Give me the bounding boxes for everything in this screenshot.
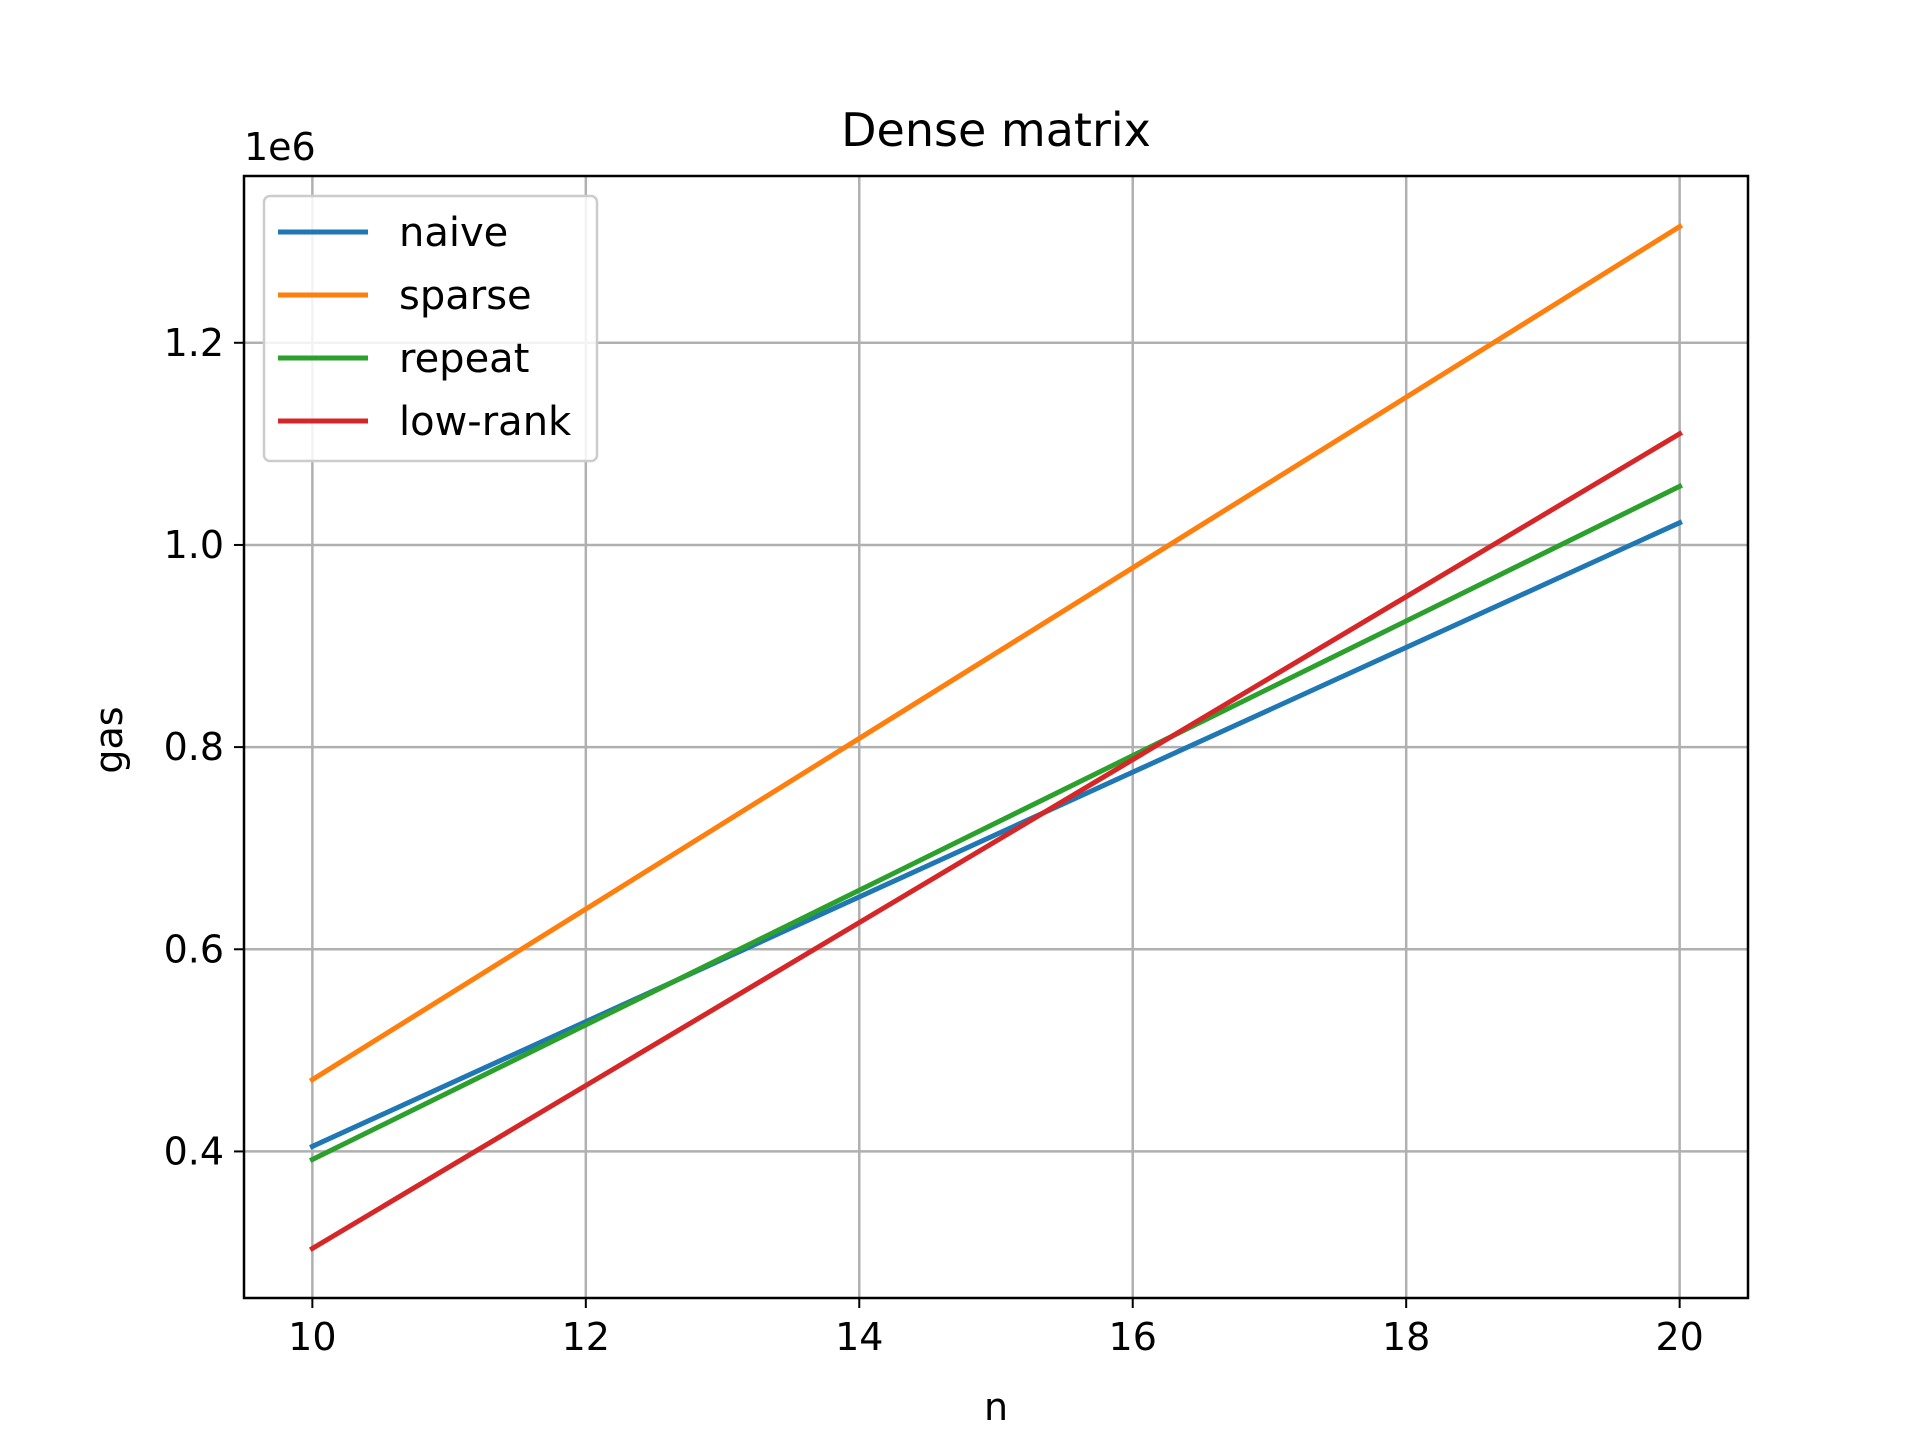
x-axis-label: n	[984, 1385, 1008, 1429]
legend-label-low-rank: low-rank	[399, 399, 572, 445]
x-tick-label: 10	[288, 1315, 336, 1359]
y-tick-label: 0.8	[164, 725, 224, 769]
x-tick-label: 18	[1382, 1315, 1430, 1359]
y-tick-label: 0.4	[164, 1129, 224, 1173]
y-axis-label: gas	[87, 706, 131, 773]
legend-box	[262, 194, 599, 463]
legend-label-naive: naive	[399, 210, 508, 256]
y-tick-label: 0.6	[164, 927, 224, 971]
series-line-low-rank	[308, 430, 1684, 1252]
x-tick-label: 14	[835, 1315, 883, 1359]
plot-area	[308, 223, 1684, 1252]
x-tick-label: 16	[1109, 1315, 1157, 1359]
legend-label-repeat: repeat	[399, 336, 529, 382]
legend: naive sparse repeat low-rank	[262, 194, 599, 463]
legend-label-sparse: sparse	[399, 273, 532, 319]
series-line-repeat	[309, 482, 1683, 1163]
series-line-sparse	[308, 223, 1684, 1084]
x-tick-label: 12	[562, 1315, 610, 1359]
axis-ticks: 10 12 14 16 18 20 0.4 0.6 0.8 1.0 1.2	[164, 321, 1704, 1359]
chart-title: Dense matrix	[841, 103, 1151, 157]
axes-frame	[242, 174, 1750, 1300]
y-axis-offset-label: 1e6	[244, 125, 316, 169]
y-tick-label: 1.2	[164, 321, 224, 365]
series-line-naive	[309, 519, 1683, 1150]
y-tick-label: 1.0	[164, 523, 224, 567]
x-tick-label: 20	[1655, 1315, 1703, 1359]
